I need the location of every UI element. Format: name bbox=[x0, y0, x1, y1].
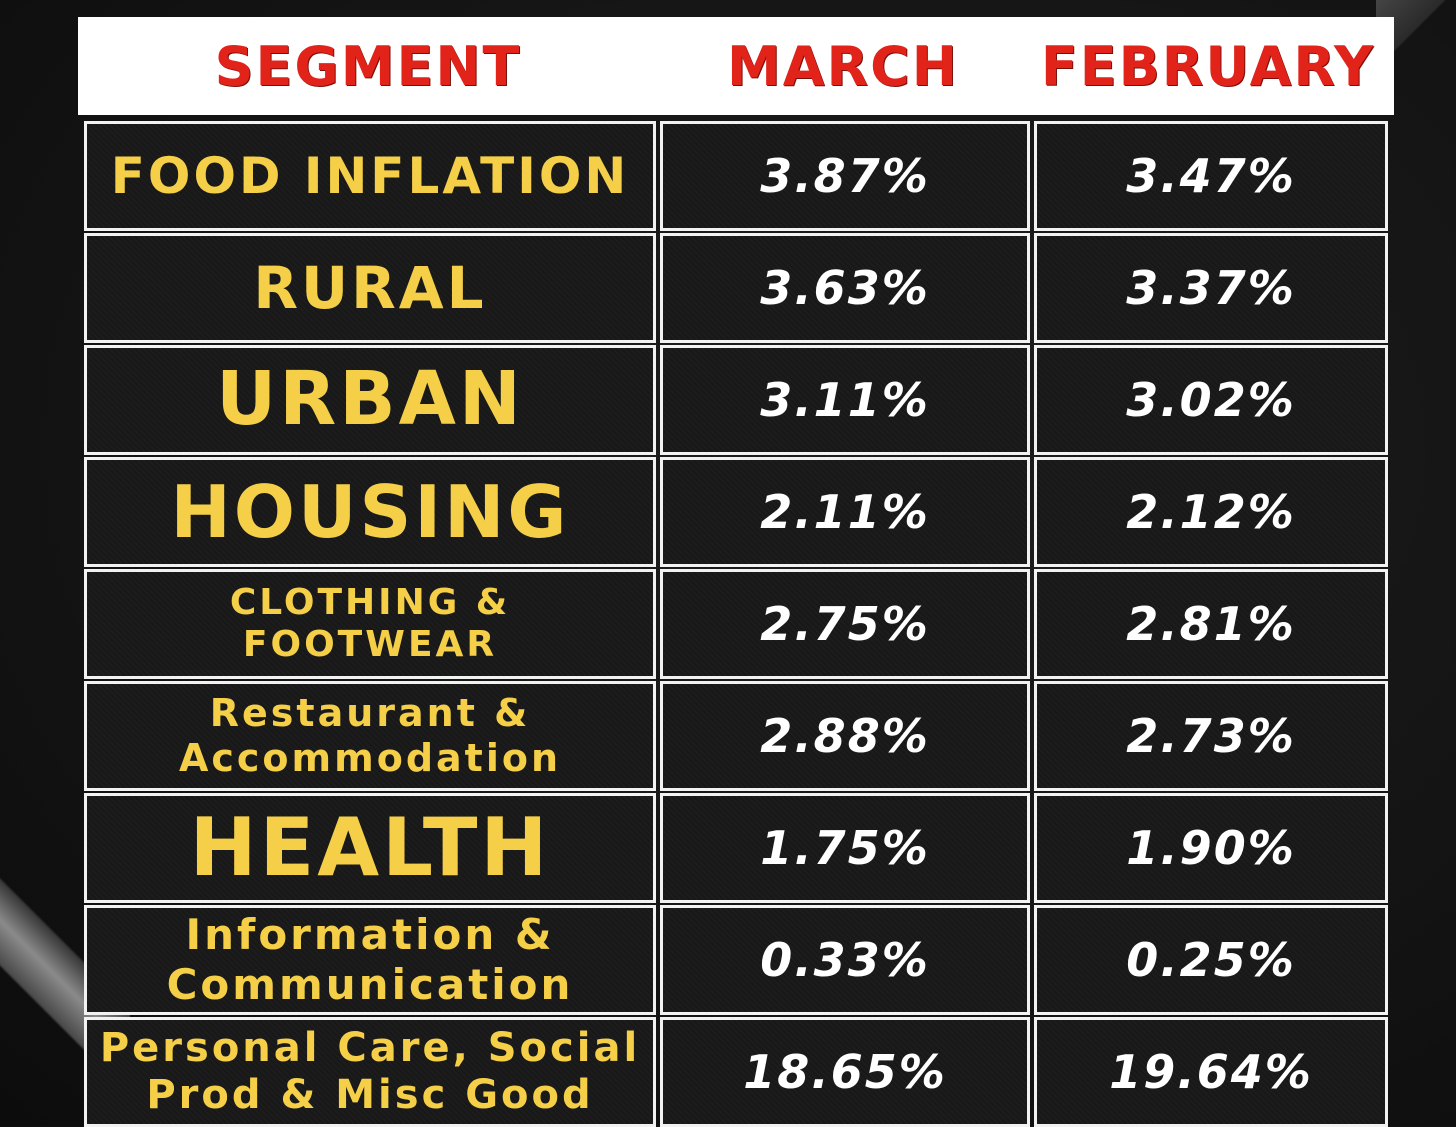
table-row-march: 3.63% bbox=[660, 233, 1030, 343]
segment-label: Personal Care, Social Prod & Misc Good bbox=[100, 1025, 640, 1119]
table-row-february: 2.12% bbox=[1034, 457, 1388, 567]
inflation-table: SEGMENT MARCH FEBRUARY FOOD INFLATION 3.8… bbox=[78, 17, 1394, 1127]
table-row-march: 1.75% bbox=[660, 793, 1030, 903]
segment-label: URBAN bbox=[216, 356, 524, 443]
february-value: 3.02% bbox=[1126, 373, 1296, 427]
segment-label-line: URBAN bbox=[216, 356, 524, 443]
table-row-february: 2.81% bbox=[1034, 569, 1388, 679]
table-row-february: 2.73% bbox=[1034, 681, 1388, 791]
table-row-segment: RURAL bbox=[84, 233, 656, 343]
february-value: 3.37% bbox=[1126, 261, 1296, 315]
segment-label: RURAL bbox=[253, 254, 486, 322]
header-february: FEBRUARY bbox=[1040, 34, 1376, 98]
segment-label-line: CLOTHING & bbox=[229, 581, 511, 623]
table-row-march: 3.87% bbox=[660, 121, 1030, 231]
table-body: FOOD INFLATION 3.87% 3.47% RURAL 3.63% 3.37% U… bbox=[78, 115, 1394, 1127]
segment-label-line: Restaurant & bbox=[209, 691, 531, 736]
segment-label-line: Communication bbox=[166, 960, 574, 1009]
segment-label: CLOTHING & FOOTWEAR bbox=[230, 582, 510, 667]
march-value: 2.75% bbox=[760, 597, 930, 651]
table-row-segment: Information & Communication bbox=[84, 905, 656, 1015]
march-value: 0.33% bbox=[760, 933, 930, 987]
february-value: 2.73% bbox=[1126, 709, 1296, 763]
header-segment: SEGMENT bbox=[214, 34, 522, 98]
table-row-segment: URBAN bbox=[84, 345, 656, 455]
segment-label: HEALTH bbox=[190, 801, 551, 895]
table-row-february: 3.02% bbox=[1034, 345, 1388, 455]
table-row-segment: Personal Care, Social Prod & Misc Good bbox=[84, 1017, 656, 1127]
table-row-segment: CLOTHING & FOOTWEAR bbox=[84, 569, 656, 679]
segment-label: FOOD INFLATION bbox=[111, 147, 629, 206]
table-row-march: 2.88% bbox=[660, 681, 1030, 791]
table-header: SEGMENT MARCH FEBRUARY bbox=[78, 17, 1394, 115]
table-row-february: 0.25% bbox=[1034, 905, 1388, 1015]
segment-label-line: Prod & Misc Good bbox=[146, 1072, 594, 1118]
table-row-segment: HOUSING bbox=[84, 457, 656, 567]
segment-label-line: Information & bbox=[185, 910, 555, 960]
march-value: 2.11% bbox=[760, 485, 930, 539]
table-row-march: 2.11% bbox=[660, 457, 1030, 567]
february-value: 1.90% bbox=[1126, 821, 1296, 875]
segment-label-line: RURAL bbox=[253, 253, 487, 322]
table-row-february: 3.47% bbox=[1034, 121, 1388, 231]
segment-label-line: HOUSING bbox=[170, 469, 570, 554]
table-row-segment: Restaurant & Accommodation bbox=[84, 681, 656, 791]
table-row-february: 1.90% bbox=[1034, 793, 1388, 903]
table-row-segment: HEALTH bbox=[84, 793, 656, 903]
table-row-march: 0.33% bbox=[660, 905, 1030, 1015]
segment-label: Information & Communication bbox=[167, 910, 574, 1009]
table-row-february: 19.64% bbox=[1034, 1017, 1388, 1127]
segment-label-line: Personal Care, Social bbox=[99, 1024, 641, 1071]
february-value: 3.47% bbox=[1126, 149, 1296, 203]
march-value: 3.11% bbox=[760, 373, 930, 427]
february-value: 2.81% bbox=[1126, 597, 1296, 651]
segment-label-line: Accommodation bbox=[178, 736, 562, 780]
march-value: 3.87% bbox=[760, 149, 930, 203]
segment-label-line: FOOD INFLATION bbox=[110, 146, 630, 205]
february-value: 2.12% bbox=[1126, 485, 1296, 539]
table-row-march: 3.11% bbox=[660, 345, 1030, 455]
table-row-segment: FOOD INFLATION bbox=[84, 121, 656, 231]
segment-label-line: FOOTWEAR bbox=[242, 624, 498, 665]
segment-label-line: HEALTH bbox=[189, 800, 551, 894]
header-march: MARCH bbox=[727, 34, 959, 98]
table-row-march: 18.65% bbox=[660, 1017, 1030, 1127]
table-row-march: 2.75% bbox=[660, 569, 1030, 679]
table-row-february: 3.37% bbox=[1034, 233, 1388, 343]
segment-label: HOUSING bbox=[171, 470, 570, 555]
march-value: 3.63% bbox=[760, 261, 930, 315]
march-value: 2.88% bbox=[760, 709, 930, 763]
february-value: 19.64% bbox=[1109, 1045, 1313, 1099]
february-value: 0.25% bbox=[1126, 933, 1296, 987]
march-value: 18.65% bbox=[743, 1045, 947, 1099]
march-value: 1.75% bbox=[760, 821, 930, 875]
segment-label: Restaurant & Accommodation bbox=[179, 691, 561, 781]
